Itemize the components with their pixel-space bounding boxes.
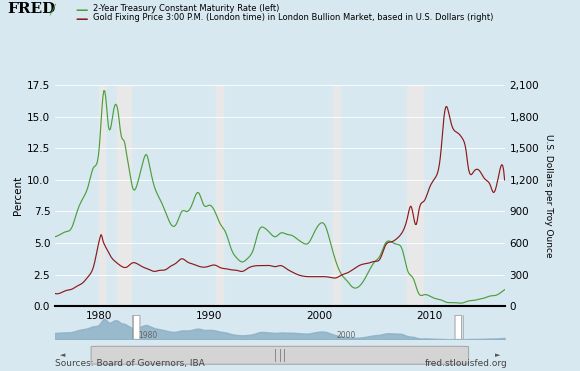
Y-axis label: Percent: Percent (13, 176, 23, 215)
FancyBboxPatch shape (455, 315, 462, 339)
Bar (117, 85, 131, 306)
Text: —: — (75, 4, 88, 17)
Text: ◄: ◄ (60, 352, 65, 358)
Text: fred.stlouisfed.org: fred.stlouisfed.org (425, 359, 508, 368)
FancyBboxPatch shape (91, 346, 469, 364)
Text: 2-Year Treasury Constant Maturity Rate (left): 2-Year Treasury Constant Maturity Rate (… (93, 4, 279, 13)
Text: Sources: Board of Governors, IBA: Sources: Board of Governors, IBA (55, 359, 205, 368)
Bar (99, 85, 104, 306)
FancyBboxPatch shape (133, 315, 140, 339)
Text: ►: ► (495, 352, 500, 358)
Text: ╱: ╱ (49, 4, 55, 16)
Y-axis label: U.S. Dollars per Troy Ounce: U.S. Dollars per Troy Ounce (544, 134, 553, 257)
Text: Gold Fixing Price 3:00 P.M. (London time) in London Bullion Market, based in U.S: Gold Fixing Price 3:00 P.M. (London time… (93, 13, 493, 22)
Text: —: — (75, 13, 88, 26)
Text: 2000: 2000 (336, 331, 356, 340)
Bar (333, 85, 340, 306)
Text: FRED: FRED (7, 2, 55, 16)
Bar (407, 85, 423, 306)
Bar (216, 85, 223, 306)
Text: 1980: 1980 (137, 331, 157, 340)
